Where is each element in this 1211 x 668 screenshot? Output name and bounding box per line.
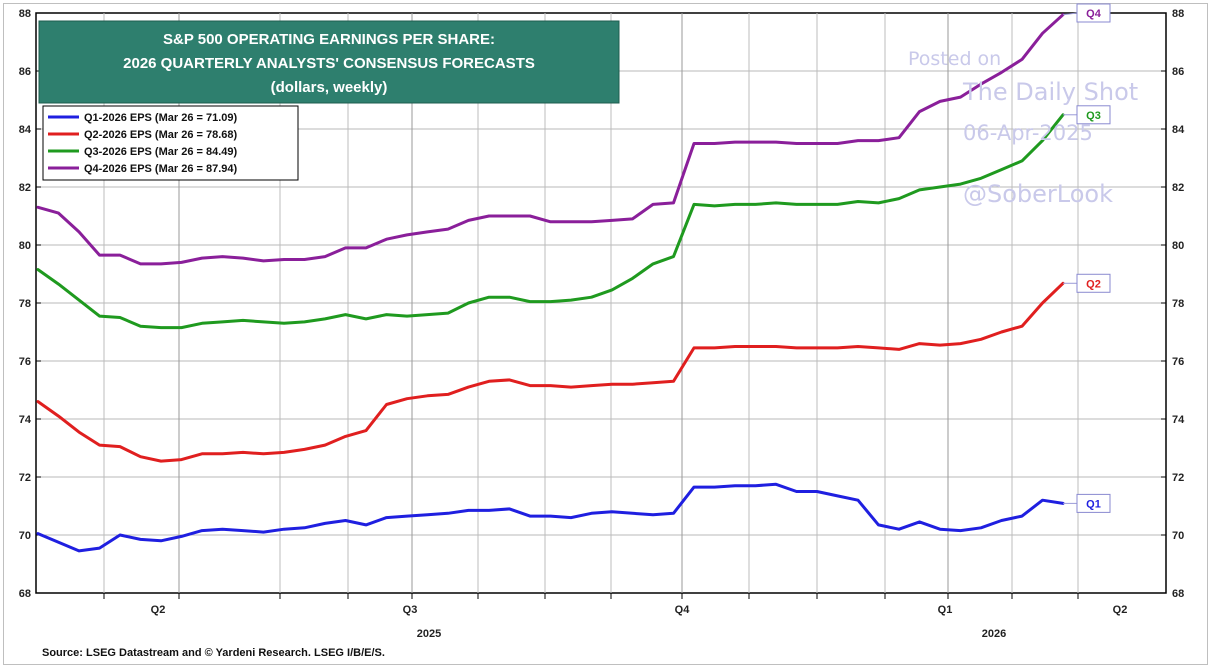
legend: Q1-2026 EPS (Mar 26 = 71.09) Q2-2026 EPS… [42, 105, 299, 181]
series-line-q4 [36, 13, 1065, 266]
watermark-line-3: 06-Apr-2025 [963, 121, 1093, 145]
end-label-q3: Q3 [1086, 110, 1101, 122]
chart-title-line-1: S&P 500 OPERATING EARNINGS PER SHARE: [163, 31, 495, 48]
end-label-connector [1062, 12, 1078, 16]
legend-entry-q4: Q4-2026 EPS (Mar 26 = 87.94) [84, 163, 238, 175]
watermark-line-2: The Daily Shot [962, 78, 1138, 106]
y-tick-label-left: 80 [19, 240, 31, 252]
y-tick-label-right: 80 [1172, 240, 1184, 252]
source-note: Source: LSEG Datastream and © Yardeni Re… [42, 647, 385, 659]
y-tick-label-right: 74 [1172, 414, 1185, 426]
end-label-q1: Q1 [1086, 498, 1101, 510]
end-label-box [1076, 3, 1111, 23]
y-tick-label-left: 70 [19, 530, 31, 542]
y-tick-label-right: 84 [1172, 124, 1185, 136]
legend-box [42, 105, 299, 181]
y-tick-label-left: 72 [19, 472, 31, 484]
legend-entry-q3: Q3-2026 EPS (Mar 26 = 84.49) [84, 146, 238, 158]
title-box: S&P 500 OPERATING EARNINGS PER SHARE: 20… [38, 20, 620, 104]
end-label-q2: Q2 [1086, 278, 1101, 290]
axes: 68 68 70 70 72 72 74 74 76 76 78 78 80 80 82 82 84 84 86 86… [19, 8, 1185, 640]
series-line-q2 [36, 281, 1065, 463]
legend-entry-q2: Q2-2026 EPS (Mar 26 = 78.68) [84, 129, 238, 141]
y-tick-label-right: 88 [1172, 8, 1184, 20]
x-quarter-label: Q4 [675, 604, 691, 616]
y-tick-label-right: 72 [1172, 472, 1184, 484]
watermark-line-1: Posted on [908, 48, 1001, 70]
y-tick-label-left: 82 [19, 182, 31, 194]
grid [36, 13, 1166, 593]
y-tick-label-left: 88 [19, 8, 31, 20]
y-tick-label-left: 86 [19, 66, 31, 78]
y-tick-label-left: 78 [19, 298, 31, 310]
y-tick-label-right: 82 [1172, 182, 1184, 194]
y-tick-label-right: 78 [1172, 298, 1184, 310]
end-label-box [1076, 493, 1111, 513]
watermark: Posted on The Daily Shot 06-Apr-2025 @So… [908, 48, 1138, 208]
end-label-box [1076, 105, 1111, 125]
y-tick-label-right: 86 [1172, 66, 1184, 78]
end-label-q4: Q4 [1086, 8, 1102, 20]
x-quarter-label: Q3 [403, 604, 418, 616]
series-lines [36, 13, 1065, 553]
series-line-q3 [36, 113, 1065, 330]
x-quarter-label: Q2 [1113, 604, 1128, 616]
y-tick-label-left: 84 [19, 124, 32, 136]
chart-title-line-2: 2026 QUARTERLY ANALYSTS' CONSENSUS FOREC… [123, 55, 535, 72]
x-year-label: 2026 [982, 628, 1006, 640]
end-label-box [1076, 273, 1111, 293]
series-line-q1 [36, 482, 1065, 553]
y-tick-label-right: 76 [1172, 356, 1184, 368]
y-tick-label-left: 76 [19, 356, 31, 368]
legend-entry-q1: Q1-2026 EPS (Mar 26 = 71.09) [84, 112, 238, 124]
x-quarter-label: Q1 [938, 604, 953, 616]
y-tick-label-left: 74 [19, 414, 32, 426]
chart-title-line-3: (dollars, weekly) [271, 79, 388, 96]
watermark-line-4: @SoberLook [963, 180, 1113, 208]
y-tick-label-right: 70 [1172, 530, 1184, 542]
y-tick-label-right: 68 [1172, 588, 1184, 600]
y-tick-label-left: 68 [19, 588, 31, 600]
end-labels: Q1 Q2 Q3 Q4 [1062, 3, 1111, 513]
x-year-label: 2025 [417, 628, 441, 640]
x-quarter-label: Q2 [151, 604, 166, 616]
title-background [38, 20, 620, 104]
